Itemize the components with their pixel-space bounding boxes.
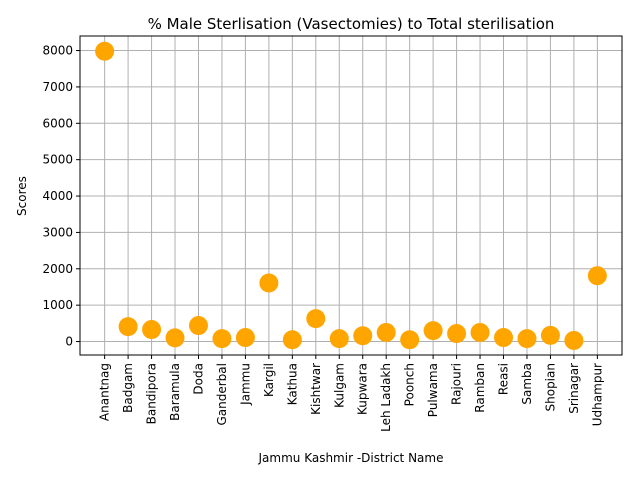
data-point	[564, 330, 584, 350]
y-tick-label: 8000	[42, 44, 73, 58]
y-tick-label: 6000	[42, 116, 73, 130]
data-point	[494, 328, 514, 348]
y-tick-label: 7000	[42, 80, 73, 94]
chart-title: % Male Sterlisation (Vasectomies) to Tot…	[148, 15, 555, 33]
x-tick-label: Baramula	[168, 363, 182, 421]
x-tick-label: Samba	[520, 363, 534, 405]
data-point	[188, 316, 208, 336]
axis-ticks: 0 1000 2000 3000 4000 5000 6000 7000 8000 Anantna…	[42, 44, 604, 432]
data-point	[470, 322, 490, 342]
x-tick-label: Kathua	[285, 363, 299, 405]
data-point	[400, 330, 420, 350]
data-point	[259, 273, 279, 293]
y-tick-label: 4000	[42, 189, 73, 203]
x-tick-label: Ganderbal	[215, 363, 229, 426]
x-tick-label: Kishtwar	[309, 363, 323, 415]
data-point	[447, 324, 467, 344]
y-tick-label: 1000	[42, 298, 73, 312]
data-point	[423, 321, 443, 341]
x-tick-label: Bandipora	[145, 363, 159, 424]
data-point	[517, 329, 537, 349]
data-point	[587, 266, 607, 286]
x-tick-label: Kupwara	[356, 363, 370, 415]
x-tick-label: Anantnag	[98, 363, 112, 421]
y-tick-label: 0	[65, 335, 73, 349]
plot-background	[80, 36, 622, 355]
x-tick-label: Jammu	[238, 363, 252, 406]
x-tick-label: Rajouri	[450, 363, 464, 405]
data-points	[95, 41, 607, 350]
data-point	[540, 325, 560, 345]
data-point	[165, 328, 185, 348]
x-tick-label: Reasi	[497, 363, 511, 395]
data-point	[212, 329, 232, 349]
x-tick-label: Kargil	[262, 363, 276, 397]
y-axis-title: Scores	[15, 176, 29, 216]
x-tick-label: Poonch	[403, 363, 417, 406]
x-tick-label: Shopian	[543, 363, 557, 411]
x-tick-label: Kulgam	[332, 363, 346, 408]
x-tick-label: Srinagar	[567, 363, 581, 414]
data-point	[376, 322, 396, 342]
data-point	[142, 320, 162, 340]
y-tick-label: 2000	[42, 262, 73, 276]
data-point	[95, 41, 115, 61]
data-point	[353, 326, 373, 346]
data-point	[118, 317, 138, 337]
y-tick-label: 3000	[42, 225, 73, 239]
grid-lines	[80, 36, 622, 355]
x-tick-label: Doda	[191, 363, 205, 395]
x-tick-label: Leh Ladakh	[379, 363, 393, 432]
x-axis-title: Jammu Kashmir -District Name	[258, 451, 444, 465]
y-tick-label: 5000	[42, 153, 73, 167]
data-point	[235, 328, 255, 348]
data-point	[306, 309, 326, 329]
x-tick-label: Ramban	[473, 363, 487, 413]
data-point	[329, 329, 349, 349]
data-point	[282, 330, 302, 350]
x-tick-label: Badgam	[121, 363, 135, 413]
plot-frame	[79, 35, 623, 356]
x-tick-label: Pulwama	[426, 363, 440, 417]
x-tick-label: Udhampur	[590, 363, 604, 426]
